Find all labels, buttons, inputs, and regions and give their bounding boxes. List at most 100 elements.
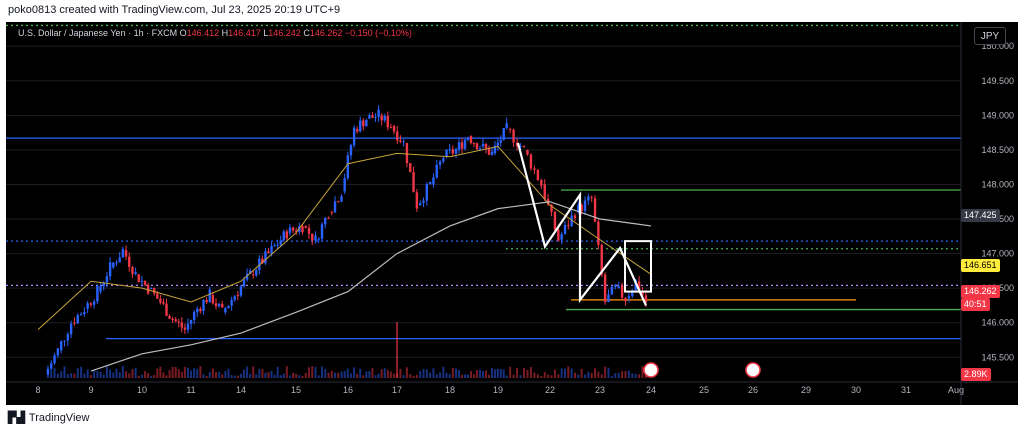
- candle-body: [644, 295, 648, 303]
- volume-bar: [208, 372, 211, 378]
- volume-bar: [380, 369, 383, 378]
- candle-body: [288, 227, 292, 233]
- volume-bar: [461, 374, 463, 378]
- volume-bar: [479, 369, 481, 378]
- volume-bar: [46, 373, 49, 378]
- candle-body: [438, 161, 442, 165]
- candle-body: [496, 142, 500, 146]
- x-tick-label: 22: [545, 385, 555, 395]
- x-tick-label: 31: [901, 385, 911, 395]
- change-value: −0.150 (−0.10%): [344, 28, 412, 38]
- volume-bar: [102, 374, 105, 378]
- candle-body: [282, 231, 285, 241]
- volume-bar: [499, 368, 502, 378]
- candle-body: [451, 149, 455, 154]
- candle-body: [603, 274, 607, 303]
- volume-bar: [199, 366, 202, 378]
- y-tick-label: 149.000: [981, 110, 1014, 120]
- volume-bar: [419, 371, 422, 378]
- x-tick-label: Aug: [948, 385, 964, 395]
- volume-bar: [230, 374, 233, 378]
- volume-bar: [464, 374, 466, 378]
- last-price-tag: 146.262: [961, 285, 1000, 298]
- candle-body: [512, 129, 515, 143]
- candle-body: [183, 327, 187, 330]
- candle-body: [168, 315, 171, 319]
- candle-body: [153, 287, 156, 294]
- candle-body: [202, 299, 205, 311]
- volume-bar: [340, 371, 343, 378]
- candle-body: [53, 355, 56, 364]
- candle-body: [252, 274, 255, 276]
- candle-body: [273, 245, 276, 247]
- candle-body: [435, 164, 438, 178]
- volume-bar: [587, 371, 590, 378]
- candle-body: [337, 201, 340, 203]
- candle-body: [533, 168, 536, 170]
- volume-bar: [496, 368, 499, 378]
- candle-body: [460, 142, 464, 149]
- candle-body: [425, 184, 429, 201]
- candle-body: [340, 196, 343, 202]
- volume-bar: [550, 375, 553, 378]
- candle-body: [490, 151, 494, 155]
- y-tick-label: 149.500: [981, 76, 1014, 86]
- candle-body: [371, 115, 374, 118]
- volume-bar: [412, 375, 415, 378]
- candle-body: [96, 285, 99, 302]
- volume-bar: [644, 374, 647, 378]
- tradingview-logo[interactable]: ▛▟ TradingView: [8, 411, 89, 424]
- candle-body: [573, 215, 577, 219]
- volume-bar: [308, 367, 310, 378]
- x-tick-label: 16: [343, 385, 353, 395]
- candle-body: [519, 146, 522, 148]
- volume-bar: [162, 372, 165, 378]
- candle-body: [560, 234, 563, 240]
- y-tick-label: 145.500: [981, 352, 1014, 362]
- candle-body: [377, 109, 380, 118]
- candle-body: [567, 225, 570, 227]
- candle-body: [217, 303, 221, 307]
- volume-bar: [190, 370, 193, 378]
- symbol-legend: U.S. Dollar / Japanese Yen · 1h · FXCM O…: [18, 28, 412, 38]
- volume-bar: [337, 372, 340, 378]
- volume-bar: [455, 368, 457, 378]
- candle-body: [180, 322, 184, 328]
- candle-body: [502, 128, 505, 141]
- chart-frame[interactable]: 145.500146.000146.500147.000147.500148.0…: [6, 22, 1018, 405]
- candle-body: [493, 145, 497, 154]
- candle-body: [146, 284, 150, 294]
- candle-body: [140, 280, 144, 282]
- volume-bar: [174, 367, 177, 378]
- candle-body: [590, 196, 593, 198]
- volume-bar: [273, 374, 276, 378]
- pattern-box: [624, 240, 652, 293]
- chart-canvas[interactable]: 145.500146.000146.500147.000147.500148.0…: [6, 22, 1018, 405]
- candle-body: [365, 120, 368, 127]
- volume-bar: [218, 371, 221, 378]
- tradingview-logo-text: TradingView: [28, 412, 90, 424]
- volume-bar: [473, 374, 475, 378]
- candle-body: [481, 143, 485, 147]
- volume-bar: [553, 369, 556, 378]
- volume-bar: [577, 374, 580, 378]
- candle-body: [466, 137, 470, 140]
- volume-bar: [399, 368, 402, 378]
- volume-bar: [389, 371, 392, 378]
- candle-body: [614, 284, 617, 287]
- volume-bar: [574, 372, 576, 378]
- volume-bar: [267, 372, 270, 378]
- footer-bar: ▛▟ TradingView: [0, 405, 1024, 430]
- volume-bar: [258, 368, 261, 378]
- x-tick-label: 24: [646, 385, 656, 395]
- candle-body: [102, 282, 105, 287]
- candle-body: [349, 145, 353, 156]
- currency-button[interactable]: JPY: [974, 27, 1006, 45]
- candle-body: [208, 289, 211, 303]
- volume-bar: [641, 366, 644, 378]
- candle-body: [610, 286, 614, 295]
- volume-bar: [153, 374, 156, 378]
- candle-body: [239, 286, 243, 296]
- candle-body: [577, 204, 580, 213]
- volume-bar: [261, 368, 264, 378]
